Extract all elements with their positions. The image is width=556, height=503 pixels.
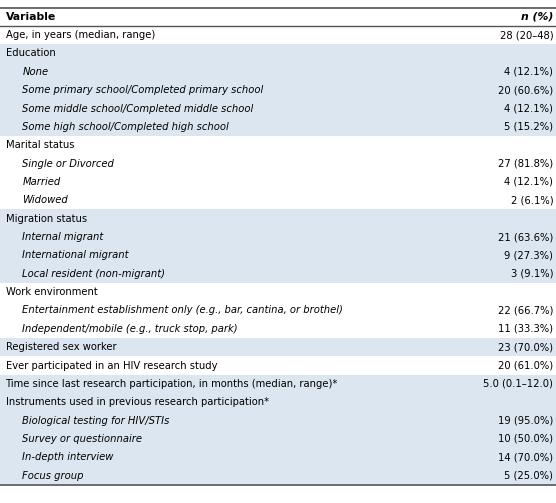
FancyBboxPatch shape	[0, 357, 556, 375]
Text: Work environment: Work environment	[6, 287, 97, 297]
FancyBboxPatch shape	[0, 154, 556, 173]
FancyBboxPatch shape	[0, 100, 556, 118]
Text: 3 (9.1%): 3 (9.1%)	[511, 269, 553, 279]
FancyBboxPatch shape	[0, 8, 556, 26]
FancyBboxPatch shape	[0, 26, 556, 44]
Text: 11 (33.3%): 11 (33.3%)	[498, 324, 553, 334]
Text: Some high school/Completed high school: Some high school/Completed high school	[22, 122, 229, 132]
FancyBboxPatch shape	[0, 301, 556, 320]
Text: 21 (63.6%): 21 (63.6%)	[498, 232, 553, 242]
Text: Migration status: Migration status	[6, 214, 87, 224]
Text: Registered sex worker: Registered sex worker	[6, 342, 116, 352]
Text: Marital status: Marital status	[6, 140, 74, 150]
Text: n (%): n (%)	[521, 12, 553, 22]
FancyBboxPatch shape	[0, 191, 556, 210]
Text: 5.0 (0.1–12.0): 5.0 (0.1–12.0)	[483, 379, 553, 389]
FancyBboxPatch shape	[0, 265, 556, 283]
FancyBboxPatch shape	[0, 118, 556, 136]
Text: Single or Divorced: Single or Divorced	[22, 158, 114, 169]
Text: Entertainment establishment only (e.g., bar, cantina, or brothel): Entertainment establishment only (e.g., …	[22, 305, 343, 315]
FancyBboxPatch shape	[0, 320, 556, 338]
Text: Ever participated in an HIV research study: Ever participated in an HIV research stu…	[6, 361, 217, 371]
FancyBboxPatch shape	[0, 411, 556, 430]
FancyBboxPatch shape	[0, 44, 556, 63]
Text: Focus group: Focus group	[22, 471, 84, 481]
FancyBboxPatch shape	[0, 136, 556, 154]
Text: Education: Education	[6, 48, 55, 58]
FancyBboxPatch shape	[0, 63, 556, 81]
FancyBboxPatch shape	[0, 81, 556, 100]
Text: Widowed: Widowed	[22, 195, 68, 205]
FancyBboxPatch shape	[0, 375, 556, 393]
Text: 4 (12.1%): 4 (12.1%)	[504, 177, 553, 187]
Text: Local resident (non-migrant): Local resident (non-migrant)	[22, 269, 165, 279]
FancyBboxPatch shape	[0, 430, 556, 448]
Text: 4 (12.1%): 4 (12.1%)	[504, 104, 553, 114]
FancyBboxPatch shape	[0, 338, 556, 356]
FancyBboxPatch shape	[0, 467, 556, 485]
Text: Married: Married	[22, 177, 61, 187]
Text: 2 (6.1%): 2 (6.1%)	[510, 195, 553, 205]
Text: Independent/mobile (e.g., truck stop, park): Independent/mobile (e.g., truck stop, pa…	[22, 324, 238, 334]
FancyBboxPatch shape	[0, 173, 556, 191]
Text: International migrant: International migrant	[22, 250, 129, 261]
Text: Variable: Variable	[6, 12, 56, 22]
FancyBboxPatch shape	[0, 228, 556, 246]
FancyBboxPatch shape	[0, 210, 556, 228]
Text: 10 (50.0%): 10 (50.0%)	[498, 434, 553, 444]
Text: 5 (15.2%): 5 (15.2%)	[504, 122, 553, 132]
Text: Internal migrant: Internal migrant	[22, 232, 103, 242]
Text: 27 (81.8%): 27 (81.8%)	[498, 158, 553, 169]
Text: Age, in years (median, range): Age, in years (median, range)	[6, 30, 155, 40]
FancyBboxPatch shape	[0, 246, 556, 265]
Text: Instruments used in previous research participation*: Instruments used in previous research pa…	[6, 397, 269, 407]
Text: None: None	[22, 67, 48, 77]
Text: 5 (25.0%): 5 (25.0%)	[504, 471, 553, 481]
Text: Biological testing for HIV/STIs: Biological testing for HIV/STIs	[22, 415, 170, 426]
Text: 4 (12.1%): 4 (12.1%)	[504, 67, 553, 77]
Text: 9 (27.3%): 9 (27.3%)	[504, 250, 553, 261]
Text: 20 (61.0%): 20 (61.0%)	[498, 361, 553, 371]
FancyBboxPatch shape	[0, 283, 556, 301]
Text: 20 (60.6%): 20 (60.6%)	[498, 85, 553, 95]
FancyBboxPatch shape	[0, 448, 556, 466]
Text: 19 (95.0%): 19 (95.0%)	[498, 415, 553, 426]
Text: In-depth interview: In-depth interview	[22, 452, 113, 462]
FancyBboxPatch shape	[0, 393, 556, 411]
Text: Some primary school/Completed primary school: Some primary school/Completed primary sc…	[22, 85, 264, 95]
Text: 23 (70.0%): 23 (70.0%)	[498, 342, 553, 352]
Text: Survey or questionnaire: Survey or questionnaire	[22, 434, 142, 444]
Text: Time since last research participation, in months (median, range)*: Time since last research participation, …	[6, 379, 338, 389]
Text: 22 (66.7%): 22 (66.7%)	[498, 305, 553, 315]
Text: 28 (20–48): 28 (20–48)	[500, 30, 553, 40]
Text: 14 (70.0%): 14 (70.0%)	[498, 452, 553, 462]
Text: Some middle school/Completed middle school: Some middle school/Completed middle scho…	[22, 104, 254, 114]
